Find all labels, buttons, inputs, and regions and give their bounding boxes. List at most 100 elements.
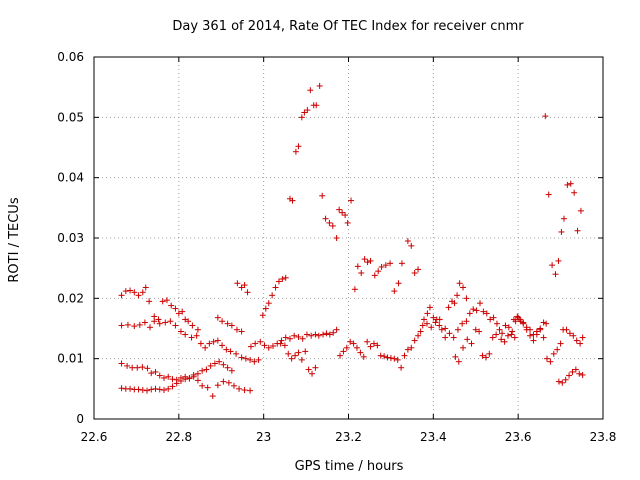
data-point — [292, 148, 299, 155]
data-point — [452, 353, 459, 360]
chart-title: Day 361 of 2014, Rate Of TEC Index for r… — [172, 19, 524, 34]
data-point — [242, 355, 249, 362]
data-point — [134, 364, 141, 371]
data-point — [265, 300, 272, 307]
data-point — [571, 189, 578, 196]
data-point — [175, 310, 182, 317]
data-point — [197, 340, 204, 347]
data-point — [185, 318, 192, 325]
data-point — [135, 292, 142, 299]
data-point — [573, 337, 580, 344]
data-point — [391, 288, 398, 295]
data-point — [498, 336, 505, 343]
data-point — [499, 330, 506, 337]
data-point — [288, 355, 295, 362]
data-point — [516, 316, 523, 323]
data-point — [476, 328, 483, 335]
data-point — [233, 326, 240, 333]
data-point — [387, 355, 394, 362]
data-point — [255, 356, 262, 363]
data-point — [424, 310, 431, 317]
data-point — [312, 364, 319, 371]
data-point — [552, 271, 559, 278]
data-point — [167, 318, 174, 325]
data-point — [199, 382, 206, 389]
data-point — [282, 334, 289, 341]
data-point — [438, 326, 445, 333]
data-point — [348, 197, 355, 204]
y-tick-label: 0.04 — [57, 171, 84, 185]
data-point — [251, 358, 258, 365]
data-point — [315, 332, 322, 339]
data-point — [411, 269, 418, 276]
data-point — [555, 257, 562, 264]
data-point — [156, 386, 163, 393]
x-tick-label: 23.4 — [420, 430, 447, 444]
data-point — [177, 328, 184, 335]
data-point — [188, 334, 195, 341]
data-point — [577, 207, 584, 214]
data-point — [326, 219, 333, 226]
data-point — [148, 386, 155, 393]
data-point — [141, 319, 148, 326]
data-point — [152, 385, 159, 392]
data-point — [567, 180, 574, 187]
data-point — [404, 238, 411, 245]
tick-labels: 22.6 22.8 23 23.2 23.4 23.6 23.8 0 0.01 0.02 0.03 0… — [57, 50, 616, 444]
data-point — [514, 313, 521, 320]
data-point — [394, 356, 401, 363]
data-point — [304, 107, 311, 114]
data-point — [118, 322, 125, 329]
y-tick-label: 0.02 — [57, 291, 84, 305]
data-point — [579, 334, 586, 341]
data-point — [269, 292, 276, 299]
data-point — [540, 319, 547, 326]
data-point — [489, 334, 496, 341]
data-point — [523, 324, 530, 331]
data-point — [456, 280, 463, 287]
data-point — [387, 260, 394, 267]
data-point — [223, 346, 230, 353]
data-point — [194, 377, 201, 384]
data-point — [211, 360, 218, 367]
data-point — [155, 316, 162, 323]
data-point — [436, 316, 443, 323]
data-point — [127, 385, 134, 392]
data-point — [265, 344, 272, 351]
data-point — [398, 260, 405, 267]
data-point — [219, 342, 226, 349]
data-point — [343, 344, 350, 351]
data-point — [209, 393, 216, 400]
data-point — [291, 332, 298, 339]
data-point — [421, 316, 428, 323]
data-point — [203, 366, 210, 373]
data-point — [508, 331, 515, 338]
data-point — [282, 274, 289, 281]
data-point — [320, 331, 327, 338]
data-point — [247, 343, 254, 350]
data-point — [207, 362, 214, 369]
data-point — [289, 197, 296, 204]
data-point — [144, 387, 151, 394]
data-point — [190, 373, 197, 380]
y-tick-label: 0.01 — [57, 352, 84, 366]
data-point — [557, 340, 564, 347]
data-point — [547, 358, 554, 365]
data-point — [370, 340, 377, 347]
data-point — [227, 348, 234, 355]
data-point — [463, 295, 470, 302]
data-point — [160, 374, 167, 381]
data-point — [160, 387, 167, 394]
data-point — [395, 280, 402, 287]
data-point — [473, 307, 480, 314]
data-point — [401, 352, 408, 359]
data-point — [179, 308, 186, 315]
data-point — [313, 102, 320, 109]
data-point — [342, 212, 349, 219]
data-point — [559, 379, 566, 386]
data-point — [214, 337, 221, 344]
data-point — [169, 376, 176, 383]
data-point — [466, 310, 473, 317]
data-point — [490, 314, 497, 321]
